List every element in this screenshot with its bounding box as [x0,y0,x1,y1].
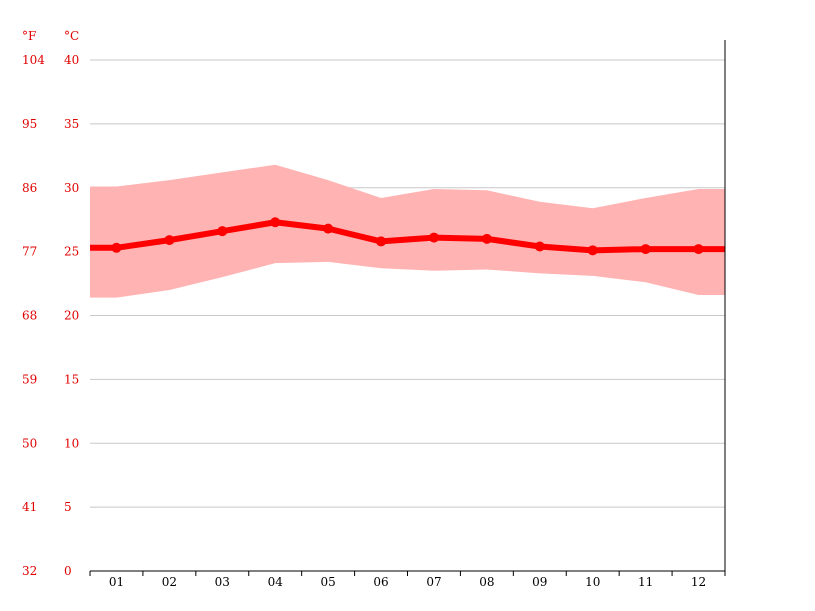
y-tick-label-c: 5 [64,500,72,514]
y-tick-label-c: 25 [64,245,79,259]
y-tick-label-c: 0 [64,564,72,578]
data-point [534,241,545,252]
x-tick-label: 05 [320,575,335,589]
y-tick-label-f: 86 [22,181,37,195]
data-point [164,235,175,246]
range-band-area [90,164,725,298]
y-tick-label-f: 68 [22,309,37,323]
x-tick-label: 07 [426,575,441,589]
y-tick-label-f: 95 [22,117,37,131]
y-tick-label-c: 15 [64,372,79,386]
data-point [587,245,598,256]
axes [89,40,726,576]
x-tick-label: 03 [215,575,230,589]
y-tick-label-c: 20 [64,309,79,323]
temperature-range-band [90,164,725,298]
x-tick-label: 04 [268,575,284,589]
x-tick-label: 06 [373,575,388,589]
x-tick-label: 08 [479,575,494,589]
y-tick-label-c: 40 [64,53,79,67]
x-tick-label: 01 [109,575,124,589]
data-point [640,244,651,255]
data-point [376,236,387,247]
y-tick-label-f: 41 [22,500,37,514]
y-tick-label-f: 77 [22,245,37,259]
data-point [270,217,281,228]
x-tick-label: 11 [638,575,653,589]
x-tick-label: 10 [585,575,600,589]
temperature-series [90,217,725,256]
data-point [481,233,492,244]
y-unit-f-label: °F [22,29,36,43]
y-tick-label-f: 104 [22,53,45,67]
y-tick-label-f: 59 [22,372,37,386]
y-tick-label-f: 50 [22,436,37,450]
y-unit-c-label: °C [64,29,79,43]
series-line [90,219,725,254]
data-point [217,226,228,237]
data-point [323,223,334,234]
data-point [693,244,704,255]
x-tick-label: 09 [532,575,547,589]
x-tick-label: 02 [162,575,177,589]
y-tick-label-c: 30 [64,181,79,195]
y-tick-label-c: 10 [64,436,79,450]
y-tick-label-f: 32 [22,564,37,578]
x-tick-label: 12 [691,575,706,589]
data-point [428,232,439,243]
tick-labels: °F °C 104 40 95 35 86 30 77 25 68 20 59 15 50 10 41 5 32… [22,29,706,589]
data-point [111,242,122,253]
y-tick-label-c: 35 [64,117,79,131]
